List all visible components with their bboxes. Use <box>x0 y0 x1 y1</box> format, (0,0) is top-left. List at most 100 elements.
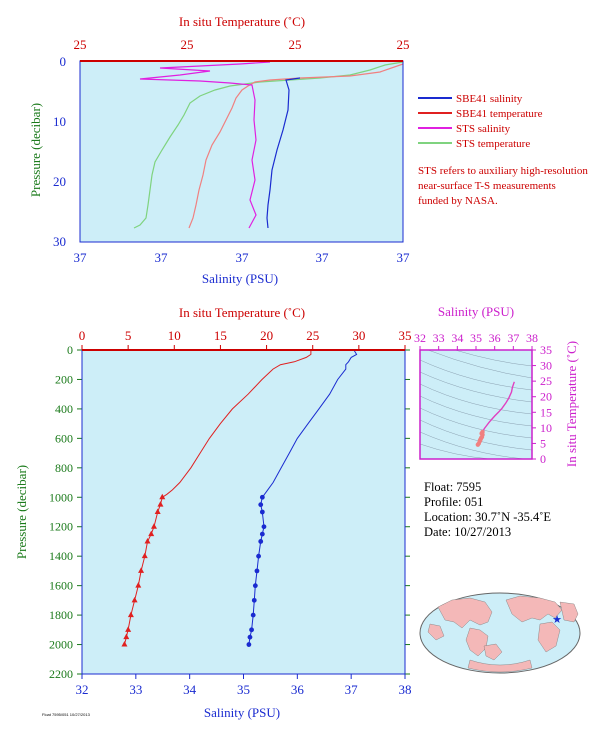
main-salinity-ticks: 32 33 34 35 36 37 38 <box>76 674 412 697</box>
salinity-marker <box>249 627 254 633</box>
main-pressure-tick-label: 1400 <box>49 549 73 563</box>
temperature-profile-line <box>124 350 312 645</box>
main-pressure-ticks: 0 200 400 600 800 1000 1200 1400 1600 1800 2000 220… <box>49 343 410 681</box>
ts-salinity-ticks: 32 33 34 35 36 37 38 <box>414 331 538 350</box>
top-pressure-axis-label: Pressure (decibar) <box>28 103 43 197</box>
ts-sal-tick-label: 37 <box>507 331 519 345</box>
ts-temp-tick-label: 15 <box>540 405 552 419</box>
main-pressure-tick-label: 400 <box>55 402 73 416</box>
top-sal-axis-label: Salinity (PSU) <box>202 271 278 286</box>
top-legend: SBE41 salinity SBE41 temperature STS sal… <box>418 93 543 150</box>
top-temp-tick-label: 25 <box>181 37 194 52</box>
salinity-marker <box>259 509 265 515</box>
main-pressure-tick-label: 0 <box>67 343 73 357</box>
ts-sal-axis-label: Salinity (PSU) <box>438 304 514 319</box>
salinity-marker <box>254 568 260 574</box>
ts-point <box>475 442 481 447</box>
ts-temp-tick-label: 5 <box>540 436 546 450</box>
main-pressure-tick-label: 200 <box>55 372 73 386</box>
top-pressure-tick-label: 20 <box>53 174 66 189</box>
main-sal-tick-label: 38 <box>399 682 412 697</box>
ts-series-group <box>475 381 515 447</box>
main-temp-axis-label: In situ Temperature (˚C) <box>179 305 305 320</box>
top-pressure-tick-label: 30 <box>53 234 66 249</box>
salinity-marker <box>258 502 264 508</box>
main-temp-tick-label: 0 <box>79 328 86 343</box>
main-sal-tick-label: 34 <box>183 682 197 697</box>
ts-sal-tick-label: 36 <box>489 331 501 345</box>
main-pressure-tick-label: 2200 <box>49 667 73 681</box>
sts-salinity-trace <box>139 61 271 229</box>
ts-temp-tick-label: 25 <box>540 374 552 388</box>
salinity-marker <box>250 612 256 618</box>
top-temp-axis-label: In situ Temperature (˚C) <box>179 14 305 29</box>
main-temp-tick-label: 20 <box>260 328 273 343</box>
top-temp-tick-label: 25 <box>397 37 410 52</box>
top-temp-tick-label: 25 <box>289 37 302 52</box>
float-id: Float: 7595 <box>424 480 482 494</box>
legend-label-sts-temperature: STS temperature <box>456 138 530 150</box>
top-sal-tick-label: 37 <box>397 250 411 265</box>
main-sal-tick-label: 32 <box>76 682 89 697</box>
ts-sal-tick-label: 38 <box>526 331 538 345</box>
temperature-marker <box>125 626 132 632</box>
salinity-profile-line <box>248 349 358 645</box>
main-panel: In situ Temperature (˚C) 0 5 10 15 20 25 30 35 … <box>14 305 412 720</box>
main-pressure-tick-label: 2000 <box>49 638 73 652</box>
main-pressure-tick-label: 1000 <box>49 490 73 504</box>
main-sal-axis-label: Salinity (PSU) <box>204 705 280 720</box>
main-temp-tick-label: 25 <box>306 328 319 343</box>
temperature-marker <box>127 611 134 618</box>
main-temp-tick-label: 30 <box>352 328 365 343</box>
main-pressure-tick-label: 1800 <box>49 608 73 622</box>
salinity-marker <box>252 583 258 589</box>
main-pressure-axis-label: Pressure (decibar) <box>14 465 29 559</box>
top-panel: In situ Temperature (˚C) 25 25 25 25 37 … <box>28 14 410 286</box>
salinity-marker <box>246 642 252 647</box>
salinity-marker <box>261 524 267 530</box>
temperature-marker <box>131 596 138 603</box>
top-sal-tick-label: 37 <box>155 250 169 265</box>
salinity-marker <box>259 531 265 537</box>
location: Location: 30.7˚N -35.4˚E <box>424 510 552 524</box>
ts-sal-tick-label: 32 <box>414 331 426 345</box>
temperature-marker <box>159 493 166 500</box>
salinity-marker <box>259 494 265 500</box>
main-temp-tick-label: 35 <box>399 328 412 343</box>
temperature-marker <box>150 523 157 529</box>
temperature-marker <box>138 567 145 573</box>
main-sal-tick-label: 37 <box>345 682 359 697</box>
map-land <box>427 595 579 673</box>
top-pressure-tick-label: 0 <box>60 54 67 69</box>
main-sal-tick-label: 36 <box>291 682 305 697</box>
salinity-marker <box>247 634 253 640</box>
salinity-marker <box>251 597 257 603</box>
temperature-marker <box>154 508 161 514</box>
footer-text: Float 7595/051 10/27/2013 <box>42 712 90 717</box>
sts-note: STS refers to auxiliary high-resolution … <box>418 165 588 207</box>
profile-id: Profile: 051 <box>424 495 484 509</box>
main-pressure-tick-label: 1200 <box>49 520 73 534</box>
world-map: ★ <box>419 592 581 674</box>
main-pressure-tick-label: 1600 <box>49 579 73 593</box>
ts-sal-tick-label: 34 <box>451 331 463 345</box>
temperature-marker <box>141 552 148 559</box>
main-temp-tick-label: 5 <box>125 328 132 343</box>
top-sal-tick-label: 37 <box>74 250 88 265</box>
main-series-group <box>121 349 358 647</box>
ts-temp-tick-label: 30 <box>540 359 552 373</box>
ts-temp-tick-label: 10 <box>540 421 552 435</box>
main-sal-tick-label: 35 <box>237 682 250 697</box>
ts-temp-tick-label: 0 <box>540 452 546 466</box>
ts-sal-tick-label: 35 <box>470 331 482 345</box>
legend-label-sbe41-temperature: SBE41 temperature <box>456 108 543 120</box>
top-pressure-tick-label: 10 <box>53 114 66 129</box>
date: Date: 10/27/2013 <box>424 525 512 539</box>
legend-label-sbe41-salinity: SBE41 salinity <box>456 93 523 105</box>
top-temp-tick-label: 25 <box>74 37 87 52</box>
temperature-marker <box>144 537 151 544</box>
ts-temp-axis-label: In situ Temperature (˚C) <box>564 341 579 467</box>
